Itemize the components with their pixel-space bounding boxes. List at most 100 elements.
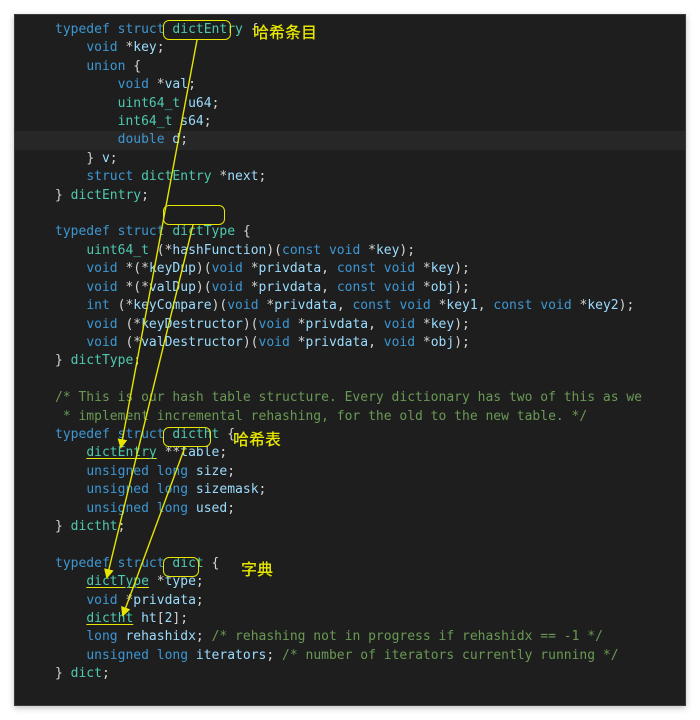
punct: { <box>204 556 220 571</box>
comment: * implement incremental rehashing, for t… <box>55 409 587 424</box>
punct: } <box>55 188 71 203</box>
punct: * <box>415 261 431 276</box>
kw-void: void <box>86 335 117 350</box>
punct: ; <box>212 96 220 111</box>
kw-void: void <box>384 261 415 276</box>
punct: ); <box>619 298 635 313</box>
punct <box>188 482 196 497</box>
punct: ); <box>399 243 415 258</box>
punct: ; <box>188 77 196 92</box>
comment: /* number of iterators currently running… <box>282 648 619 663</box>
kw-void: void <box>329 243 360 258</box>
punct: } <box>55 666 71 681</box>
punct: )( <box>196 261 212 276</box>
punct: } <box>55 519 71 534</box>
var-key: key <box>376 243 399 258</box>
var-privdata: privdata <box>259 261 322 276</box>
punct: ; <box>266 648 282 663</box>
kw-void: void <box>540 298 571 313</box>
punct: * <box>118 40 134 55</box>
kw-void: void <box>86 261 117 276</box>
punct: ); <box>454 335 470 350</box>
type-int64: int64_t <box>118 114 173 129</box>
punct: ]; <box>172 611 188 626</box>
punct: } <box>86 151 102 166</box>
punct: , <box>368 335 384 350</box>
kw-struct: struct <box>118 22 165 37</box>
punct: ; <box>110 151 118 166</box>
var-size: size <box>196 464 227 479</box>
punct: * <box>149 77 165 92</box>
punct: { <box>235 224 251 239</box>
kw-typedef: typedef <box>55 224 110 239</box>
kw-long: long <box>157 482 188 497</box>
kw-void: void <box>399 298 430 313</box>
type-dict: dict <box>172 556 203 571</box>
code-editor: typedef struct dictEntry { void * key; un… <box>14 14 686 706</box>
var-privdata: privdata <box>305 317 368 332</box>
kw-long: long <box>86 629 117 644</box>
var-sizemask: sizemask <box>196 482 259 497</box>
kw-typedef: typedef <box>55 22 110 37</box>
type-dictht: dictht <box>71 519 118 534</box>
kw-void: void <box>86 280 117 295</box>
punct: *(* <box>118 261 149 276</box>
punct: , <box>368 317 384 332</box>
punct: ; <box>118 519 126 534</box>
kw-int: int <box>86 298 109 313</box>
var-hashFunction: hashFunction <box>172 243 266 258</box>
type-dictEntry-usage: dictEntry <box>86 445 156 460</box>
var-next: next <box>227 169 258 184</box>
punct: * <box>212 169 228 184</box>
punct: *(* <box>118 280 149 295</box>
punct: * <box>415 335 431 350</box>
var-obj: obj <box>431 335 454 350</box>
kw-struct: struct <box>86 169 133 184</box>
var-ht: ht <box>141 611 157 626</box>
punct: * <box>243 280 259 295</box>
kw-unsigned: unsigned <box>86 464 149 479</box>
kw-long: long <box>157 464 188 479</box>
punct: ; <box>227 501 235 516</box>
punct: * <box>149 574 165 589</box>
punct: ; <box>141 188 149 203</box>
kw-void: void <box>212 261 243 276</box>
var-obj: obj <box>431 280 454 295</box>
punct: ; <box>204 114 212 129</box>
punct: ; <box>196 574 204 589</box>
punct: ** <box>157 445 180 460</box>
punct: * <box>243 261 259 276</box>
kw-struct: struct <box>118 224 165 239</box>
var-privdata: privdata <box>133 593 196 608</box>
punct: ); <box>454 280 470 295</box>
punct: , <box>478 298 494 313</box>
punct: ); <box>454 317 470 332</box>
kw-void: void <box>118 77 149 92</box>
punct <box>133 611 141 626</box>
type-dictType: dictType <box>172 224 235 239</box>
punct: ; <box>227 464 235 479</box>
punct <box>188 648 196 663</box>
punct: * <box>572 298 588 313</box>
kw-typedef: typedef <box>55 427 110 442</box>
kw-const: const <box>337 280 376 295</box>
punct: * <box>259 298 275 313</box>
punct: ; <box>157 40 165 55</box>
var-rehashidx: rehashidx <box>125 629 195 644</box>
type-dictEntry: dictEntry <box>172 22 242 37</box>
var-table: table <box>180 445 219 460</box>
kw-unsigned: unsigned <box>86 482 149 497</box>
var-keyDup: keyDup <box>149 261 196 276</box>
punct: ; <box>259 169 267 184</box>
punct: (* <box>149 243 172 258</box>
kw-struct: struct <box>118 427 165 442</box>
kw-const: const <box>493 298 532 313</box>
kw-const: const <box>337 261 376 276</box>
punct: )( <box>266 243 282 258</box>
type-dictht-usage: dictht <box>86 611 133 626</box>
punct: )( <box>212 298 228 313</box>
punct: ; <box>259 482 267 497</box>
kw-struct: struct <box>118 556 165 571</box>
var-type: type <box>165 574 196 589</box>
punct: , <box>321 280 337 295</box>
